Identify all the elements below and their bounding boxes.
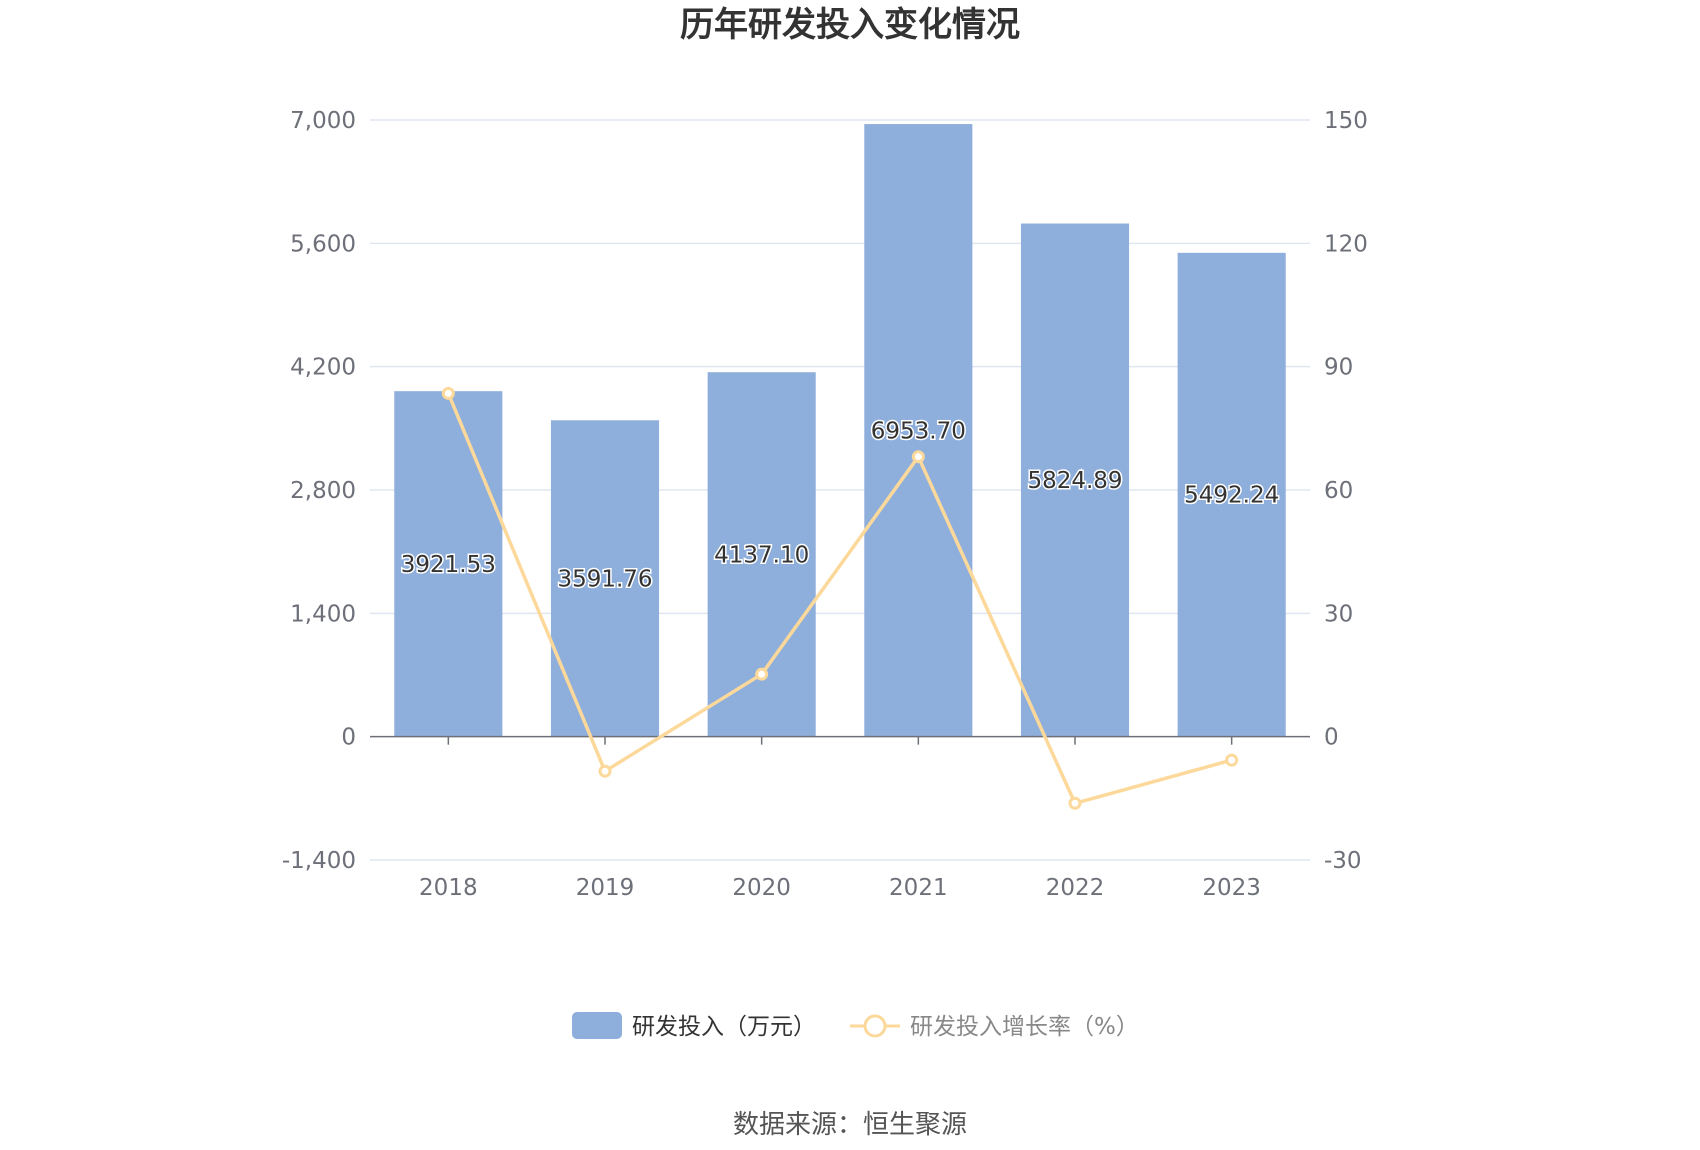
legend-line-label: 研发投入增长率（%）	[910, 1014, 1139, 1040]
line-series	[441, 386, 1239, 810]
right-tick-label: 120	[1324, 231, 1368, 257]
bar-value-label: 6953.70	[871, 418, 966, 444]
line-point	[755, 667, 769, 681]
x-tick-label: 2018	[419, 875, 478, 901]
left-tick-label: -1,400	[282, 848, 356, 874]
bar-data-labels: 3921.53 3591.76 4137.10 6953.70 5824.89 5492.…	[399, 417, 1280, 594]
legend: 研发投入（万元） 研发投入增长率（%）	[572, 1012, 1139, 1040]
right-tick-label: 0	[1324, 725, 1339, 751]
legend-item-line[interactable]: 研发投入增长率（%）	[850, 1014, 1139, 1040]
left-tick-label: 7,000	[290, 108, 356, 134]
line-point	[1068, 796, 1082, 810]
data-source: 数据来源：恒生聚源	[733, 1110, 967, 1140]
left-tick-label: 2,800	[290, 478, 356, 504]
bar	[864, 124, 973, 737]
line-point	[911, 450, 925, 464]
bar	[1177, 252, 1286, 737]
legend-line-marker	[863, 1014, 887, 1038]
line-point	[441, 386, 455, 400]
right-tick-label: 90	[1324, 355, 1353, 381]
bar	[394, 391, 503, 737]
x-tick-label: 2020	[732, 875, 791, 901]
legend-bar-label: 研发投入（万元）	[632, 1014, 816, 1040]
left-y-axis: -1,400 0 1,400 2,800 4,200 5,600 7,000	[282, 108, 356, 874]
x-tick-label: 2023	[1202, 875, 1261, 901]
right-tick-label: -30	[1324, 848, 1362, 874]
left-tick-label: 1,400	[290, 601, 356, 627]
bar-value-label: 3921.53	[401, 552, 496, 578]
chart-title: 历年研发投入变化情况	[680, 5, 1020, 45]
right-tick-label: 30	[1324, 601, 1353, 627]
legend-bar-swatch	[572, 1012, 622, 1039]
bar-value-label: 4137.10	[714, 542, 809, 568]
right-tick-label: 60	[1324, 478, 1353, 504]
growth-line	[446, 392, 1233, 806]
bar-value-label: 3591.76	[557, 566, 652, 592]
left-tick-label: 5,600	[290, 231, 356, 257]
bar	[1020, 223, 1130, 737]
right-y-axis: -30 0 30 60 90 120 150	[1324, 108, 1368, 874]
x-axis: 2018 2019 2020 2021 2022 2023	[370, 735, 1310, 901]
left-tick-label: 4,200	[290, 355, 356, 381]
line-point	[1225, 753, 1239, 767]
bar-series	[394, 124, 1286, 737]
x-tick-label: 2022	[1046, 875, 1105, 901]
right-tick-label: 150	[1324, 108, 1368, 134]
grid-lines	[370, 119, 1310, 861]
x-tick-label: 2019	[576, 875, 635, 901]
left-tick-label: 0	[341, 725, 356, 751]
bar-value-label: 5824.89	[1027, 468, 1122, 494]
line-point	[598, 764, 612, 778]
legend-item-bar[interactable]: 研发投入（万元）	[572, 1012, 816, 1040]
bar-value-label: 5492.24	[1184, 483, 1279, 509]
x-tick-label: 2021	[889, 875, 948, 901]
